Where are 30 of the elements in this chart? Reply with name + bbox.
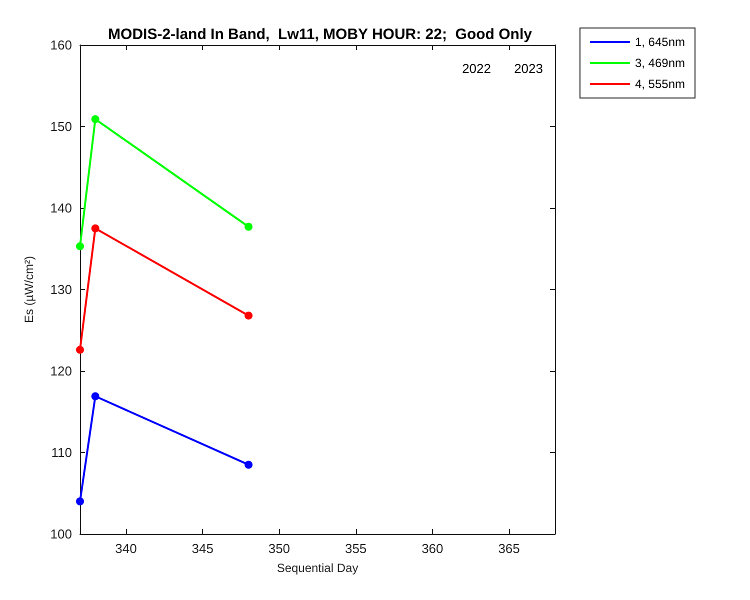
legend-label: 4, 555nm: [634, 77, 686, 91]
x-tick-label: 345: [192, 541, 214, 556]
point: [76, 346, 84, 354]
chart-title: MODIS-2-land In Band, Lw11, MOBY HOUR: 22; Good Only: [108, 26, 533, 43]
y-tick-label: 140: [50, 200, 72, 216]
x-tick-label: 340: [115, 541, 137, 556]
point: [76, 242, 84, 250]
x-tick-label: 365: [498, 541, 520, 556]
x-tick-label: 350: [268, 541, 290, 556]
x-tick-label: 360: [422, 541, 444, 556]
annotation: 2023: [514, 61, 543, 76]
y-axis-title: Es (µW/cm²): [22, 256, 36, 323]
y-tick-label: 130: [50, 282, 72, 297]
legend-label: 1, 645nm: [634, 35, 686, 49]
y-tick-label: 160: [50, 38, 72, 52]
point: [244, 312, 253, 320]
x-axis-title: Sequential Day: [276, 561, 358, 575]
point: [91, 224, 100, 232]
legend-label: 3, 469nm: [634, 56, 686, 70]
annotation: 2022: [462, 61, 491, 76]
point: [91, 392, 100, 400]
point: [244, 460, 253, 469]
y-tick-label: 110: [51, 445, 72, 460]
point: [76, 497, 84, 506]
point: [244, 222, 253, 231]
y-tick-label: 150: [50, 119, 72, 134]
x-tick-label: 355: [344, 541, 367, 556]
y-tick-label: 100: [50, 526, 72, 542]
point: [91, 115, 100, 124]
y-tick-label: 120: [50, 364, 72, 378]
